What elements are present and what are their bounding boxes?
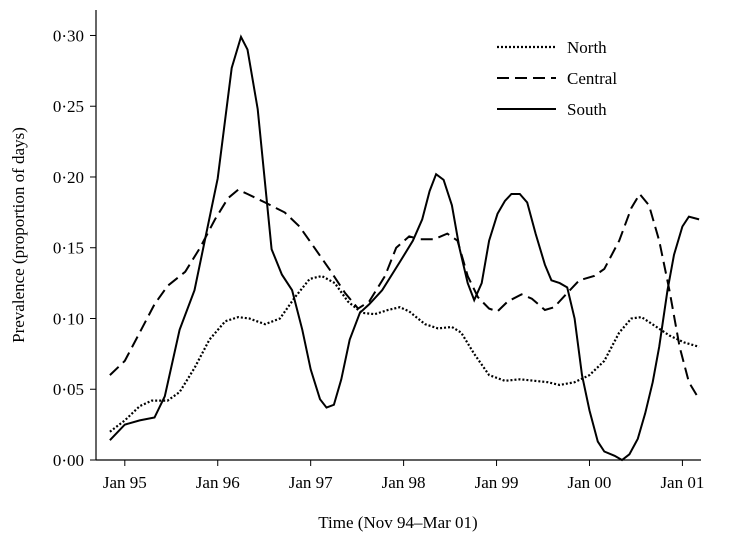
y-tick-label: 0·30	[53, 26, 84, 45]
x-tick-label: Jan 01	[660, 473, 704, 492]
x-tick-label: Jan 99	[475, 473, 519, 492]
x-axis-label: Time (Nov 94–Mar 01)	[318, 513, 477, 532]
y-tick-label: 0·25	[53, 97, 84, 116]
legend-label: North	[567, 38, 607, 57]
x-tick-label: Jan 95	[103, 473, 147, 492]
legend-label: South	[567, 100, 607, 119]
line-central	[109, 188, 700, 400]
y-tick-label: 0·00	[53, 451, 84, 470]
y-tick-label: 0·15	[53, 239, 84, 258]
x-tick-label: Jan 97	[289, 473, 333, 492]
y-tick-label: 0·10	[53, 309, 84, 328]
y-tick-label: 0·05	[53, 380, 84, 399]
legend-label: Central	[567, 69, 617, 88]
x-tick-label: Jan 98	[382, 473, 426, 492]
line-south	[109, 34, 700, 462]
x-tick-label: Jan 00	[568, 473, 612, 492]
x-tick-label: Jan 96	[196, 473, 240, 492]
y-axis-label: Prevalence (proportion of days)	[9, 127, 28, 343]
line-north	[109, 274, 700, 433]
y-tick-label: 0·20	[53, 168, 84, 187]
